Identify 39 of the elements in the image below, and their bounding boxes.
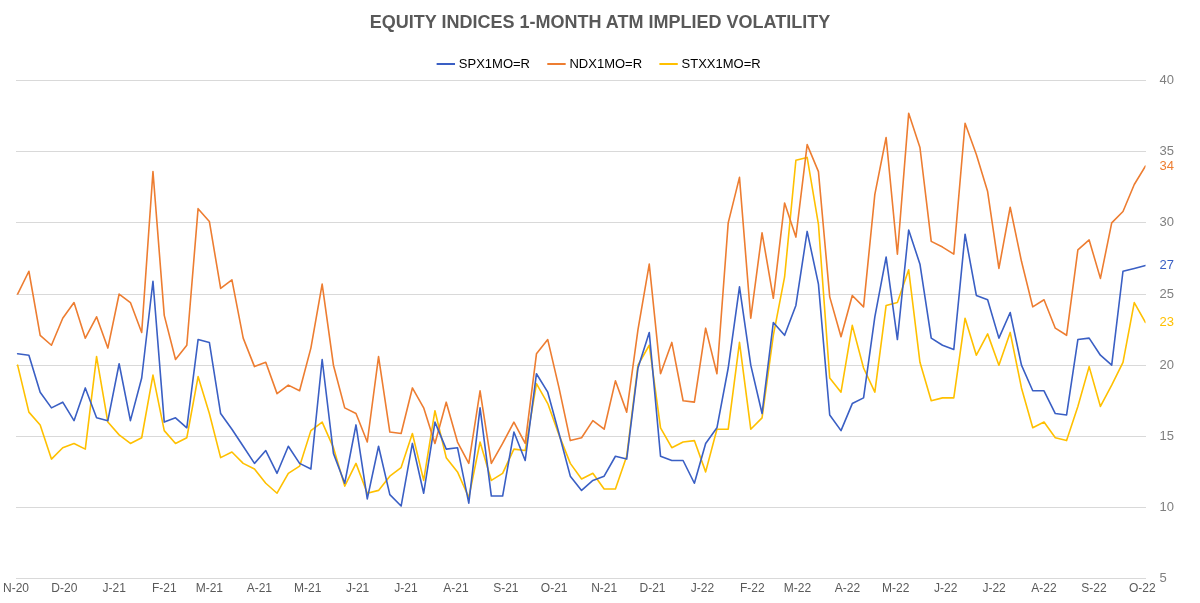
x-tick-label: N-20 <box>3 581 30 596</box>
x-tick-label: J-21 <box>345 581 370 596</box>
x-tick-label: D-21 <box>639 581 666 596</box>
x-tick-label: J-22 <box>690 581 715 596</box>
data-label: 27 <box>1159 257 1175 273</box>
x-tick-label: D-20 <box>51 581 78 596</box>
chart-title: EQUITY INDICES 1-MONTH ATM IMPLIED VOLATILITY <box>369 11 831 32</box>
x-tick-label: F-21 <box>151 581 177 596</box>
x-tick-label: M-22 <box>783 581 812 596</box>
y-tick-label: 25 <box>1159 285 1175 301</box>
x-tick-label: J-22 <box>982 581 1007 596</box>
x-tick-label: J-21 <box>102 581 127 596</box>
y-tick-label: 35 <box>1159 143 1175 159</box>
y-tick-label: 30 <box>1159 214 1175 230</box>
x-tick-label: A-22 <box>834 581 861 596</box>
x-tick-label: O-22 <box>1128 581 1156 596</box>
x-tick-label: O-21 <box>540 581 568 596</box>
y-tick-label: 40 <box>1159 72 1175 88</box>
legend-label: NDX1MO=R <box>569 55 643 71</box>
x-tick-label: S-21 <box>493 581 519 596</box>
x-tick-label: F-22 <box>740 581 766 596</box>
x-tick-label: M-21 <box>195 581 224 596</box>
data-label: 23 <box>1159 314 1175 330</box>
y-tick-label: 15 <box>1159 427 1175 443</box>
y-tick-label: 20 <box>1159 356 1175 372</box>
legend-label: SPX1MO=R <box>458 55 530 71</box>
x-tick-label: A-21 <box>443 581 469 596</box>
x-tick-label: J-22 <box>934 581 958 596</box>
legend-label: STXX1MO=R <box>681 55 761 71</box>
y-tick-label: 5 <box>1159 570 1167 586</box>
x-tick-label: S-22 <box>1081 581 1107 596</box>
x-tick-label: A-21 <box>246 581 273 596</box>
x-tick-label: N-21 <box>591 581 618 596</box>
x-tick-label: J-21 <box>394 581 418 596</box>
x-tick-label: M-21 <box>293 581 322 596</box>
x-tick-label: A-22 <box>1031 581 1058 596</box>
x-tick-label: M-22 <box>882 581 910 596</box>
data-label: 34 <box>1159 157 1175 173</box>
y-tick-label: 10 <box>1159 499 1175 515</box>
